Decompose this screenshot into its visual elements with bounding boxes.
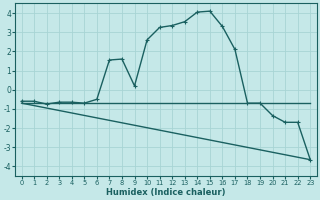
X-axis label: Humidex (Indice chaleur): Humidex (Indice chaleur) — [106, 188, 226, 197]
